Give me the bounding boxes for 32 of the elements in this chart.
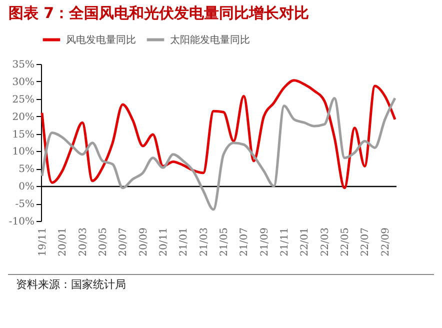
y-tick-label: -5% [15,199,34,210]
x-tick-label: 22/09 [380,228,392,256]
y-tick-label: -10% [8,216,34,228]
chart-title: 图表 7：全国风电和光伏发电量同比增长对比 [8,4,310,22]
y-tick-label: 20% [12,112,34,123]
x-tick-label: 21/07 [239,228,250,256]
y-tick-label: 35% [12,60,34,70]
x-tick-label: 19/11 [38,228,49,256]
x-tick-label: 21/09 [259,228,270,256]
legend-label: 太阳能发电量同比 [170,34,250,46]
y-tick-label: 15% [12,129,34,140]
x-tick-label: 20/11 [158,228,170,256]
x-tick-label: 20/05 [98,228,110,256]
x-tick-label: 20/07 [118,228,130,256]
y-tick-label: 5% [18,164,34,176]
x-tick-label: 22/05 [340,228,352,256]
x-tick-label: 20/03 [78,228,89,256]
x-tick-label: 20/01 [58,228,69,256]
x-tick-label: 21/01 [178,228,190,256]
x-tick-label: 20/09 [138,228,150,256]
x-tick-label: 22/03 [320,228,331,256]
y-tick-label: 30% [12,76,34,88]
y-tick-label: 10% [12,146,34,158]
y-tick-label: 25% [12,94,34,106]
legend-label: 风电发电量同比 [66,34,136,46]
x-tick-label: 21/03 [198,228,210,256]
y-tick-label: 0% [18,182,34,193]
x-tick-label: 21/11 [280,228,291,256]
x-tick-label: 22/07 [360,228,372,256]
x-tick-label: 21/05 [219,228,230,256]
text: 资料来源：国家统计局 [8,274,434,292]
x-tick-label: 22/01 [300,228,311,256]
